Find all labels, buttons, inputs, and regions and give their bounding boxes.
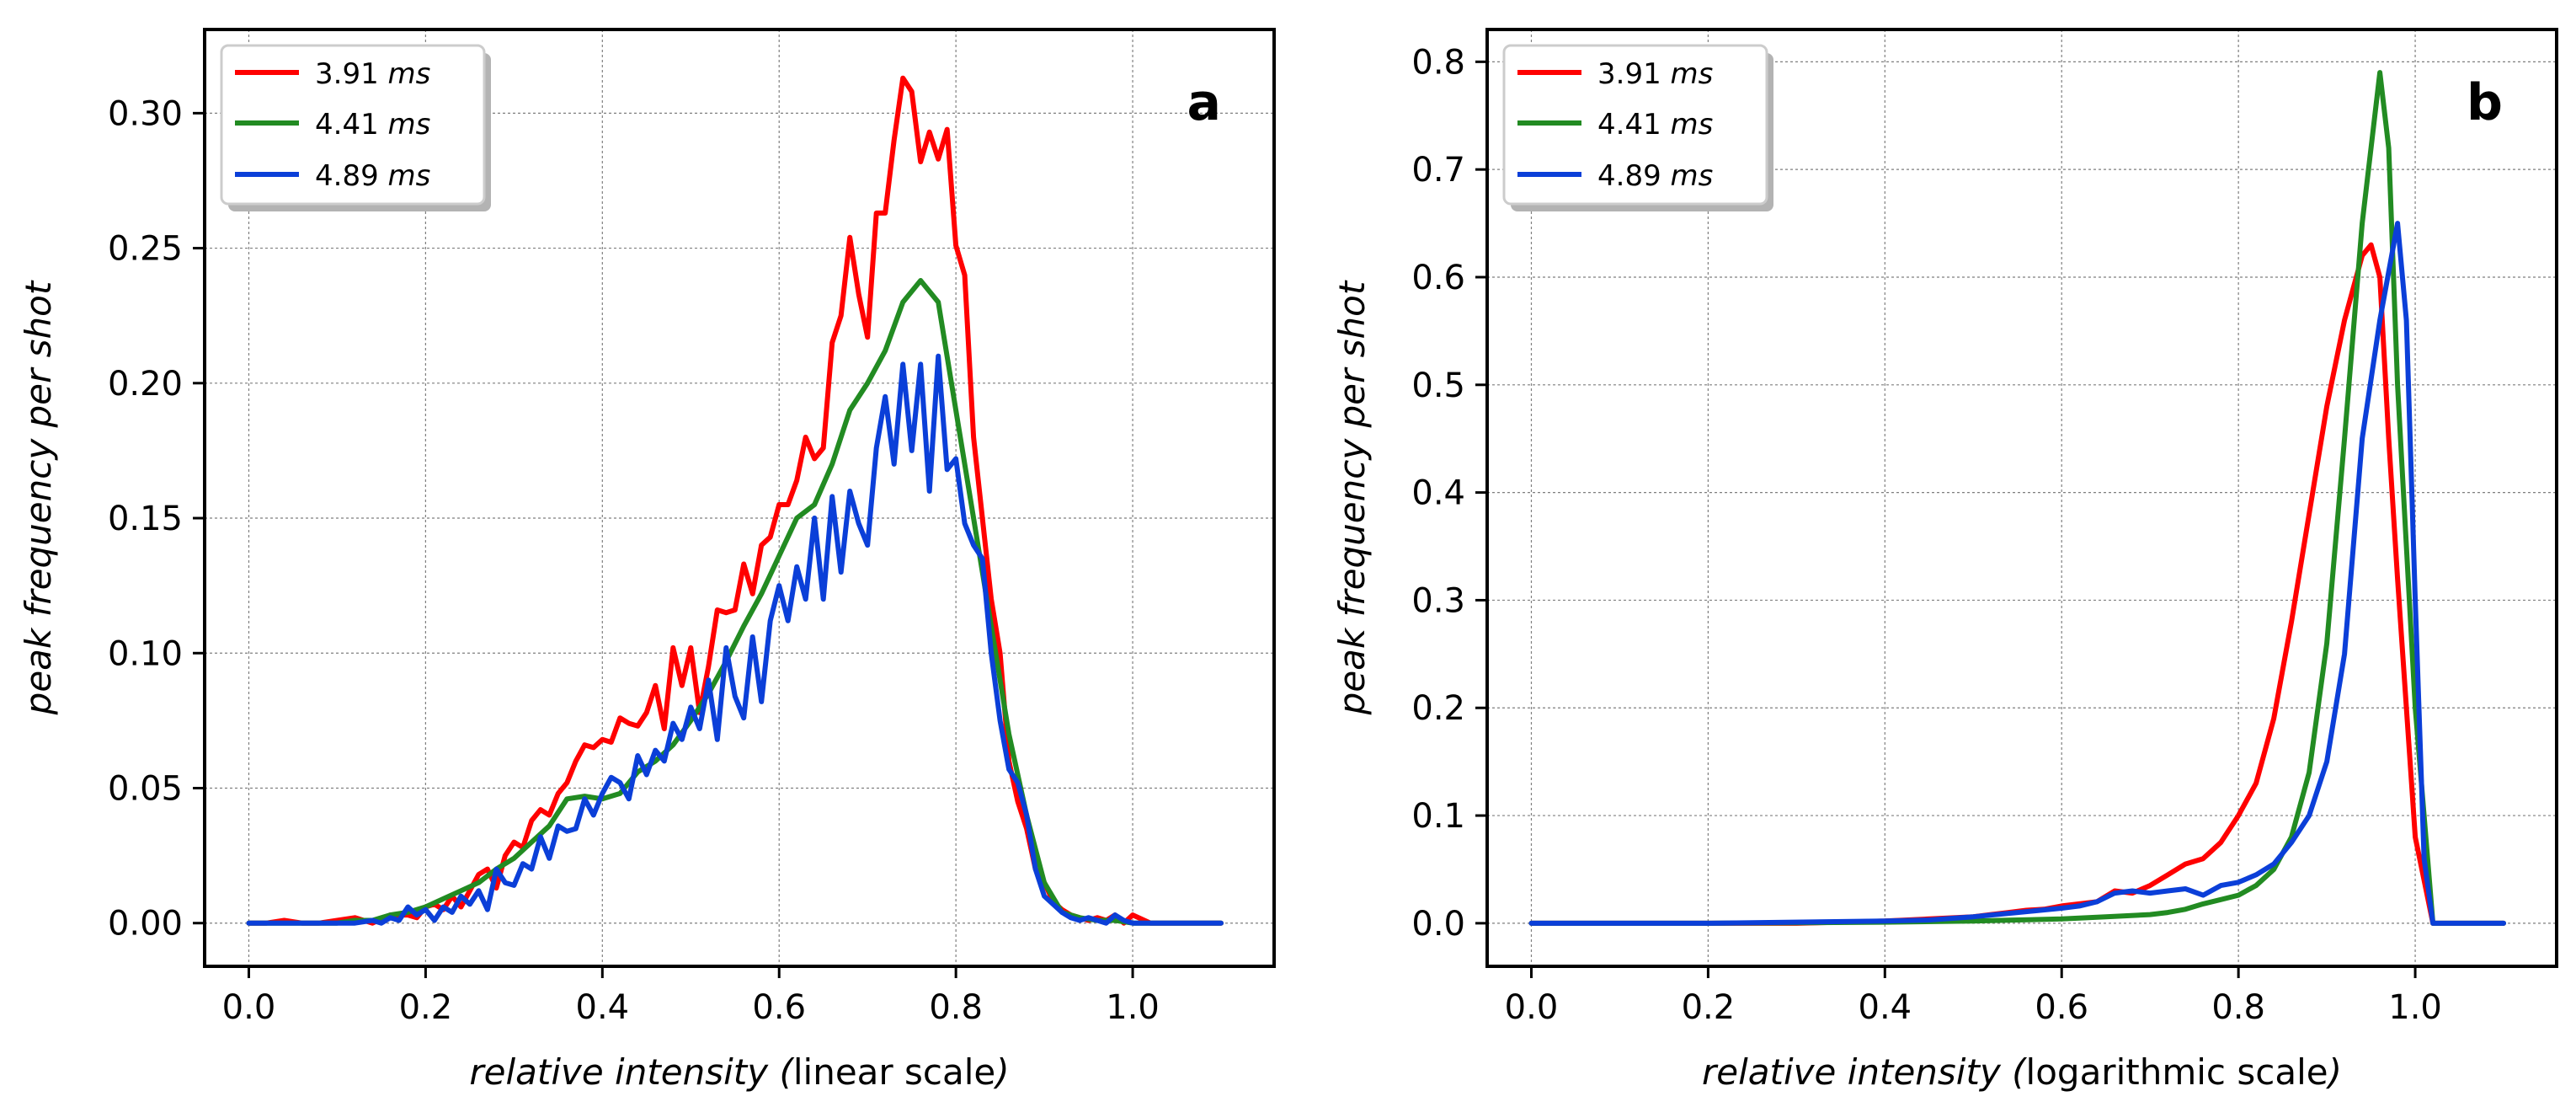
x-tick-label: 0.2 — [1682, 988, 1736, 1027]
y-tick-label: 0.15 — [108, 500, 183, 538]
legend-entry-4-89: 4.89 ms — [315, 159, 430, 193]
legend-value: 3.91 — [315, 57, 379, 91]
panel-a: 0.0 0.2 0.4 0.6 0.8 1.0 0.00 0.05 0.10 0.15 0.20 0.… — [18, 28, 1276, 1093]
legend-box — [1502, 44, 1768, 206]
x-tick-label: 1.0 — [1106, 988, 1160, 1027]
panel-a-ylabel: peak frequency per shot — [18, 280, 59, 715]
panel-b: 0.0 0.2 0.4 0.6 0.8 1.0 0.0 0.1 0.2 0.3 0.4 0.5 0.6 0… — [1331, 28, 2558, 1093]
x-tick-label: 0.0 — [222, 988, 276, 1027]
x-tick-label: 0.0 — [1505, 988, 1559, 1027]
xlabel-scale: linear scale — [793, 1051, 995, 1093]
y-tick-label: 0.7 — [1411, 151, 1465, 190]
panel-b-letter: b — [2467, 73, 2503, 132]
xlabel-suffix: ) — [2326, 1051, 2342, 1093]
series-line-4-41 — [1528, 70, 2506, 926]
x-tick-label: 0.4 — [576, 988, 630, 1027]
panel-b-axes-frame — [1485, 28, 2558, 968]
panel-b-ticks: 0.0 0.2 0.4 0.6 0.8 1.0 0.0 0.1 0.2 0.3 0.4 0.5 0.6 0… — [1411, 43, 2442, 1027]
panel-a-letter: a — [1187, 73, 1222, 132]
y-tick-label: 0.25 — [108, 230, 183, 269]
legend-value: 3.91 — [1597, 57, 1661, 91]
legend-entry-3-91: 3.91 ms — [1597, 57, 1713, 91]
legend-unit: ms — [388, 108, 431, 142]
y-tick-label: 0.4 — [1411, 474, 1465, 513]
panel-a-axes-frame — [203, 28, 1276, 968]
x-tick-label: 0.4 — [1859, 988, 1912, 1027]
y-tick-label: 0.1 — [1411, 797, 1465, 836]
legend-value: 4.41 — [315, 108, 379, 142]
x-tick-label: 0.6 — [2035, 988, 2088, 1027]
panel-b-legend: 3.91 ms 4.41 ms 4.89 ms — [1502, 44, 1773, 211]
panel-b-series — [1528, 70, 2506, 926]
x-tick-label: 1.0 — [2388, 988, 2442, 1027]
x-tick-label: 0.8 — [2211, 988, 2265, 1027]
y-tick-label: 0.05 — [108, 769, 183, 808]
y-tick-label: 0.0 — [1411, 905, 1465, 944]
panel-b-xlabel: relative intensity (logarithmic scale) — [1702, 1051, 2342, 1093]
legend-entry-4-89: 4.89 ms — [1597, 159, 1713, 193]
legend-unit: ms — [388, 57, 431, 91]
panel-a-xlabel: relative intensity (linear scale) — [469, 1051, 1009, 1093]
xlabel-prefix: relative intensity ( — [1702, 1051, 2027, 1093]
xlabel-scale: logarithmic scale — [2026, 1051, 2328, 1093]
y-tick-label: 0.6 — [1411, 259, 1465, 297]
xlabel-suffix: ) — [993, 1051, 1009, 1093]
legend-box — [220, 44, 486, 206]
legend-entry-4-41: 4.41 ms — [1597, 108, 1713, 142]
legend-value: 4.41 — [1597, 108, 1661, 142]
legend-unit: ms — [1671, 159, 1714, 193]
legend-unit: ms — [388, 159, 431, 193]
x-tick-label: 0.8 — [929, 988, 983, 1027]
y-tick-label: 0.5 — [1411, 366, 1465, 405]
panel-a-legend: 3.91 ms 4.41 ms 4.89 ms — [220, 44, 491, 211]
y-tick-label: 0.30 — [108, 94, 183, 133]
legend-entry-3-91: 3.91 ms — [315, 57, 430, 91]
y-tick-label: 0.20 — [108, 365, 183, 404]
panel-a-ticks: 0.0 0.2 0.4 0.6 0.8 1.0 0.00 0.05 0.10 0.15 0.20 0.… — [108, 94, 1160, 1027]
xlabel-prefix: relative intensity ( — [469, 1051, 794, 1093]
y-tick-label: 0.2 — [1411, 689, 1465, 728]
legend-unit: ms — [1671, 108, 1714, 142]
series-line-4-89 — [1528, 221, 2506, 926]
panel-b-ylabel: peak frequency per shot — [1331, 280, 1373, 715]
legend-unit: ms — [1671, 57, 1714, 91]
y-tick-label: 0.3 — [1411, 581, 1465, 620]
legend-value: 4.89 — [1597, 159, 1661, 193]
series-line-3-91 — [246, 75, 1224, 926]
y-tick-label: 0.10 — [108, 634, 183, 673]
x-tick-label: 0.6 — [752, 988, 806, 1027]
legend-value: 4.89 — [315, 159, 379, 193]
legend-entry-4-41: 4.41 ms — [315, 108, 430, 142]
y-tick-label: 0.8 — [1411, 43, 1465, 82]
y-tick-label: 0.00 — [108, 905, 183, 944]
series-line-4-89 — [246, 353, 1224, 926]
panel-a-series — [246, 75, 1224, 926]
x-tick-label: 0.2 — [399, 988, 453, 1027]
